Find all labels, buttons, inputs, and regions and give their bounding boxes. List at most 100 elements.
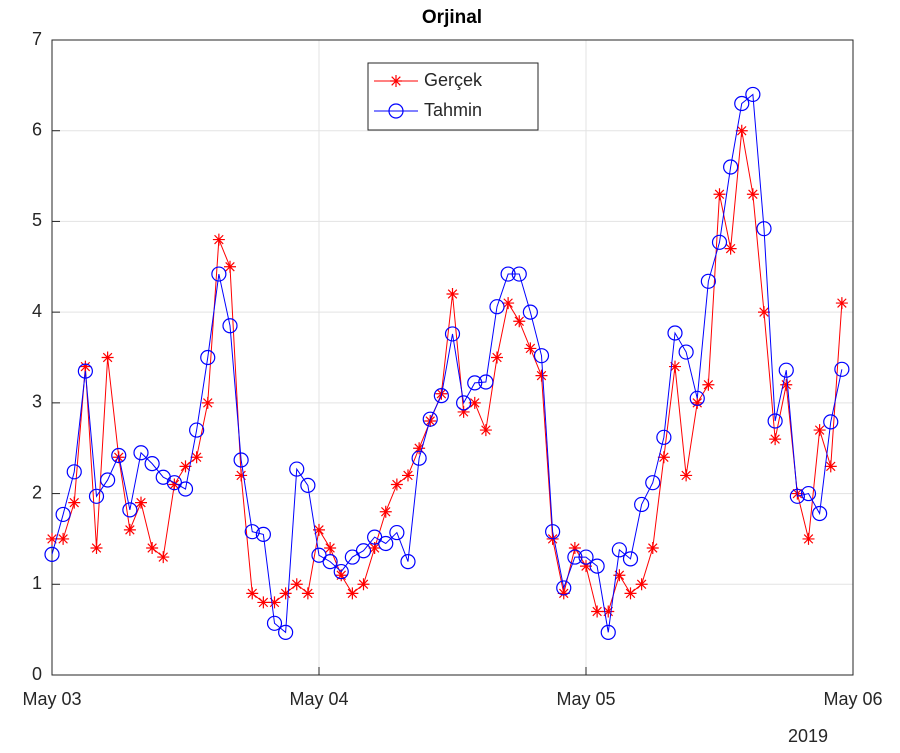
marker-circle	[122, 502, 138, 518]
marker-asterisk	[557, 587, 570, 600]
marker-circle	[812, 505, 828, 522]
marker-asterisk	[479, 424, 492, 437]
marker-asterisk	[101, 351, 114, 364]
marker-asterisk	[313, 523, 325, 536]
marker-asterisk	[646, 542, 659, 554]
marker-asterisk	[669, 360, 681, 373]
marker-circle	[578, 549, 594, 565]
marker-asterisk	[46, 532, 58, 545]
marker-asterisk	[813, 424, 826, 437]
legend-label: Gerçek	[424, 70, 483, 90]
marker-circle	[745, 86, 761, 103]
marker-asterisk	[580, 560, 592, 573]
marker-circle	[444, 326, 461, 342]
marker-asterisk	[357, 578, 370, 591]
marker-circle	[567, 549, 583, 565]
series-line	[52, 130, 843, 612]
marker-circle	[789, 488, 805, 504]
marker-asterisk	[279, 587, 292, 600]
marker-circle	[400, 554, 416, 570]
marker-circle	[144, 456, 160, 472]
marker-circle	[634, 496, 650, 513]
marker-circle	[800, 485, 817, 502]
marker-circle	[222, 318, 238, 334]
marker-circle	[656, 429, 672, 445]
marker-asterisk	[591, 605, 604, 618]
marker-circle	[767, 413, 783, 429]
marker-asterisk	[491, 351, 503, 364]
marker-circle	[189, 422, 205, 438]
marker-asterisk	[758, 306, 770, 319]
y-tick-label: 1	[32, 573, 42, 593]
marker-asterisk	[824, 460, 837, 473]
marker-asterisk	[468, 396, 481, 409]
marker-asterisk	[568, 542, 581, 554]
marker-asterisk	[90, 542, 103, 554]
marker-asterisk	[702, 378, 715, 391]
marker-asterisk	[457, 405, 470, 418]
marker-asterisk	[513, 315, 526, 328]
marker-asterisk	[346, 587, 359, 600]
chart-title: Orjinal	[422, 7, 482, 28]
marker-circle	[211, 266, 227, 282]
marker-asterisk	[335, 569, 348, 582]
marker-asterisk	[146, 542, 159, 554]
marker-circle	[823, 414, 839, 430]
marker-asterisk	[413, 442, 426, 455]
marker-asterisk	[602, 605, 615, 618]
marker-asterisk	[524, 342, 537, 355]
x-tick-label: May 05	[556, 689, 615, 709]
marker-asterisk	[212, 233, 225, 246]
marker-asterisk	[735, 124, 748, 137]
marker-circle	[111, 447, 127, 464]
marker-asterisk	[190, 451, 203, 464]
marker-asterisk	[535, 369, 548, 382]
marker-circle	[433, 388, 449, 404]
marker-asterisk	[135, 496, 147, 509]
marker-circle	[533, 348, 550, 364]
marker-asterisk	[268, 596, 281, 609]
marker-circle	[834, 361, 850, 377]
marker-asterisk	[446, 288, 459, 300]
marker-circle	[88, 488, 105, 504]
marker-asterisk	[123, 523, 136, 536]
series	[46, 124, 848, 618]
marker-asterisk	[390, 478, 403, 491]
marker-circle	[411, 450, 427, 466]
marker-circle	[667, 325, 683, 341]
marker-circle	[522, 304, 538, 320]
marker-asterisk	[802, 532, 815, 545]
marker-circle	[478, 374, 494, 390]
marker-circle	[589, 558, 605, 574]
marker-circle	[200, 349, 216, 366]
marker-asterisk	[635, 578, 648, 591]
marker-asterisk	[157, 551, 170, 564]
marker-asterisk	[780, 378, 793, 391]
marker-circle	[734, 95, 750, 112]
marker-circle	[467, 375, 483, 391]
marker-asterisk	[290, 578, 303, 591]
marker-circle	[700, 273, 716, 289]
marker-circle	[545, 524, 561, 540]
axes-box	[51, 39, 854, 676]
series	[44, 86, 850, 640]
marker-circle	[723, 159, 739, 175]
marker-circle	[756, 221, 772, 237]
marker-circle	[678, 344, 694, 360]
marker-asterisk	[224, 260, 236, 273]
marker-circle	[333, 563, 349, 580]
marker-circle	[355, 543, 372, 559]
x-tick-label: May 06	[823, 689, 882, 709]
marker-asterisk	[79, 360, 92, 373]
legend-label: Tahmin	[424, 100, 482, 120]
marker-asterisk	[624, 587, 637, 600]
marker-asterisk	[201, 396, 214, 409]
y-tick-label: 6	[32, 119, 42, 139]
y-tick-label: 0	[32, 664, 42, 684]
marker-asterisk	[835, 297, 848, 310]
marker-asterisk	[769, 433, 782, 446]
marker-circle	[622, 551, 639, 567]
x-tick-label: May 04	[289, 689, 348, 709]
marker-asterisk	[179, 460, 192, 473]
marker-circle	[456, 395, 472, 411]
